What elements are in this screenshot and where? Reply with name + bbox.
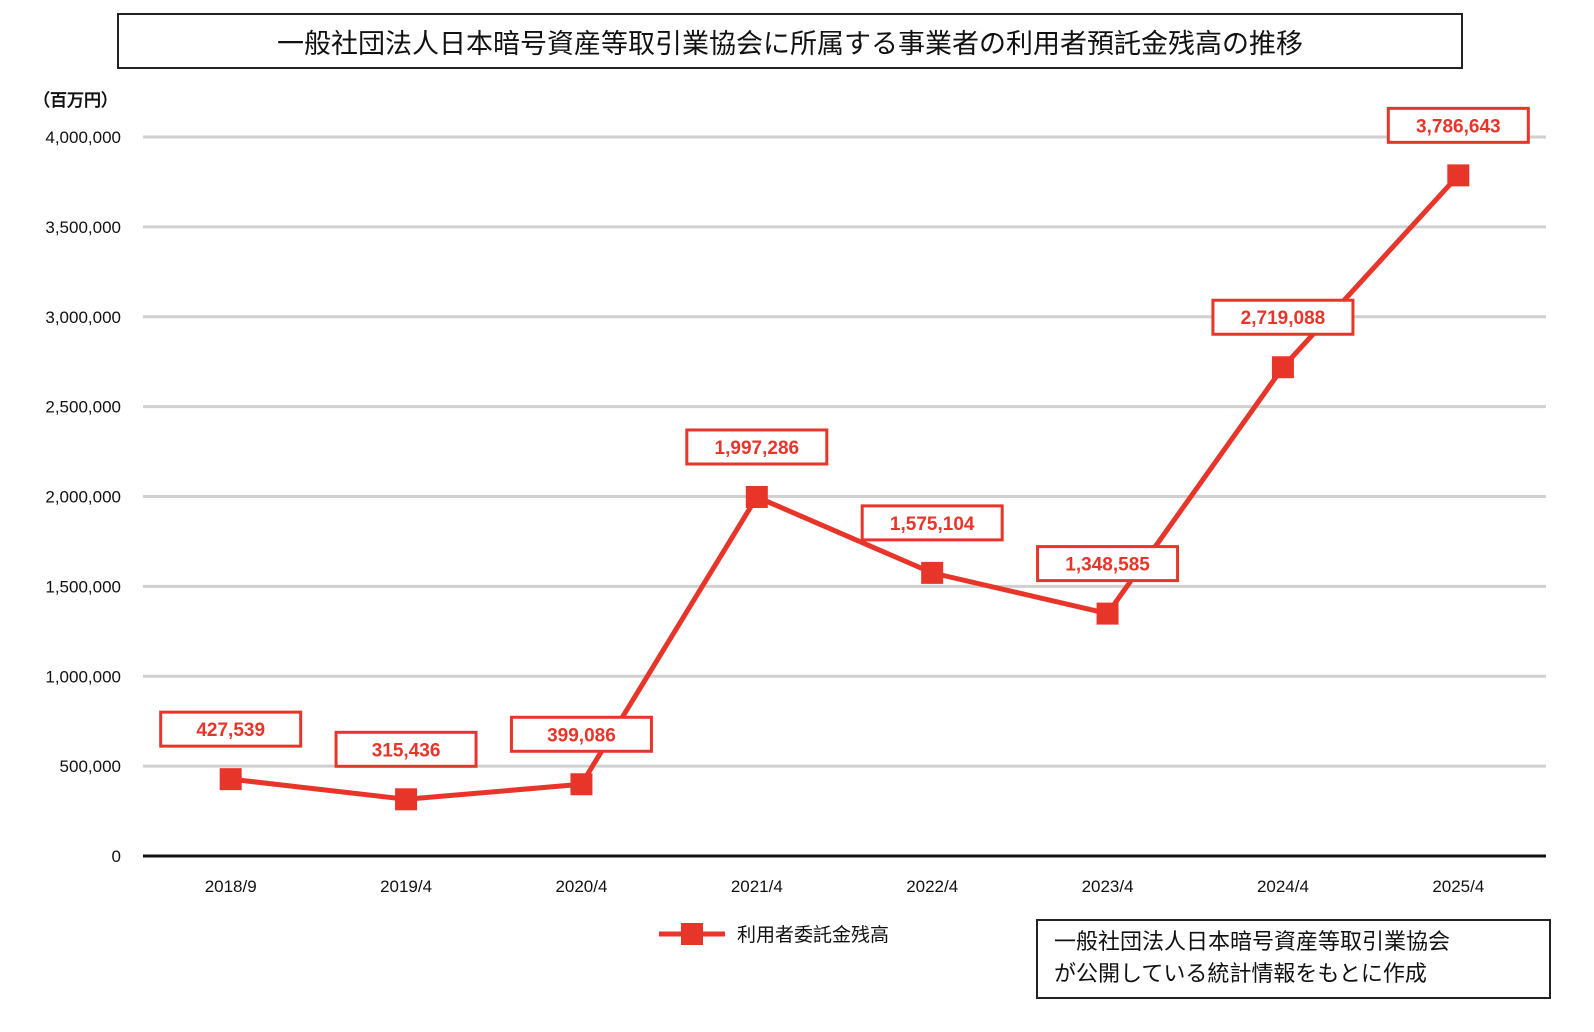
data-label-box — [1211, 298, 1355, 336]
x-tick-label: 2021/4 — [731, 877, 783, 896]
y-axis-ticks: 0 500,000 1,000,000 1,500,000 2,000,000 2,500… — [45, 128, 121, 866]
data-label-box — [860, 504, 1004, 542]
data-label-box — [1386, 106, 1530, 144]
chart-title: 一般社団法人日本暗号資産等取引業協会に所属する事業者の利用者預託金残高の推移 — [277, 28, 1303, 60]
y-tick-label: 4,000,000 — [45, 128, 121, 147]
y-tick-label: 500,000 — [60, 757, 121, 776]
x-tick-label: 2022/4 — [906, 877, 958, 896]
data-label: 3,786,643 — [1416, 116, 1501, 137]
x-tick-label: 2023/4 — [1082, 877, 1134, 896]
x-tick-label: 2025/4 — [1432, 877, 1484, 896]
x-tick-label: 2024/4 — [1257, 877, 1309, 896]
x-tick-label: 2018/9 — [205, 877, 257, 896]
source-note-line1: 一般社団法人日本暗号資産等取引業協会 — [1054, 930, 1451, 955]
data-label: 427,539 — [196, 720, 265, 741]
source-note-line2: が公開している統計情報をもとに作成 — [1054, 962, 1427, 987]
data-label: 1,997,286 — [715, 438, 800, 459]
y-tick-label: 1,500,000 — [45, 577, 121, 596]
data-point-marker — [1096, 602, 1119, 625]
data-label-box — [159, 710, 303, 748]
y-tick-label: 0 — [112, 847, 121, 866]
data-label-box — [685, 428, 829, 466]
gridlines — [143, 135, 1546, 858]
source-note: 一般社団法人日本暗号資産等取引業協会 が公開している統計情報をもとに作成 — [1036, 919, 1551, 999]
data-label: 315,436 — [372, 740, 441, 761]
data-point-marker — [745, 485, 768, 508]
x-tick-label: 2019/4 — [380, 877, 432, 896]
y-tick-label: 2,500,000 — [45, 398, 121, 417]
data-point-marker — [395, 788, 418, 811]
data-label: 1,348,585 — [1065, 555, 1150, 576]
data-label-box — [334, 730, 478, 768]
data-label: 399,086 — [547, 725, 616, 746]
legend-label: 利用者委託金残高 — [737, 924, 889, 946]
data-point-marker — [219, 768, 242, 791]
data-point-marker — [921, 561, 944, 584]
y-tick-label: 3,000,000 — [45, 308, 121, 327]
data-labels: 427,539 315,436 399,086 1,997,286 1,575,104 1… — [159, 106, 1530, 768]
legend-marker — [681, 923, 703, 945]
x-tick-label: 2020/4 — [555, 877, 607, 896]
y-tick-label: 2,000,000 — [45, 488, 121, 507]
series-layer — [219, 164, 1470, 811]
data-point-marker — [1271, 356, 1294, 379]
y-tick-label: 1,000,000 — [45, 667, 121, 686]
data-point-marker — [570, 773, 593, 796]
data-label: 2,719,088 — [1241, 308, 1326, 329]
data-label-box — [509, 715, 653, 753]
y-axis-unit-label: （百万円） — [33, 91, 118, 111]
data-label-box — [1036, 545, 1180, 583]
x-axis-ticks: 2018/9 2019/4 2020/4 2021/4 2022/4 2023/4 2024… — [205, 877, 1485, 896]
chart-title-box: 一般社団法人日本暗号資産等取引業協会に所属する事業者の利用者預託金残高の推移 — [117, 13, 1463, 69]
data-label: 1,575,104 — [890, 514, 975, 535]
legend: 利用者委託金残高 — [659, 923, 889, 946]
series-line — [230, 173, 1461, 802]
data-point-marker — [1447, 164, 1470, 187]
y-tick-label: 3,500,000 — [45, 218, 121, 237]
